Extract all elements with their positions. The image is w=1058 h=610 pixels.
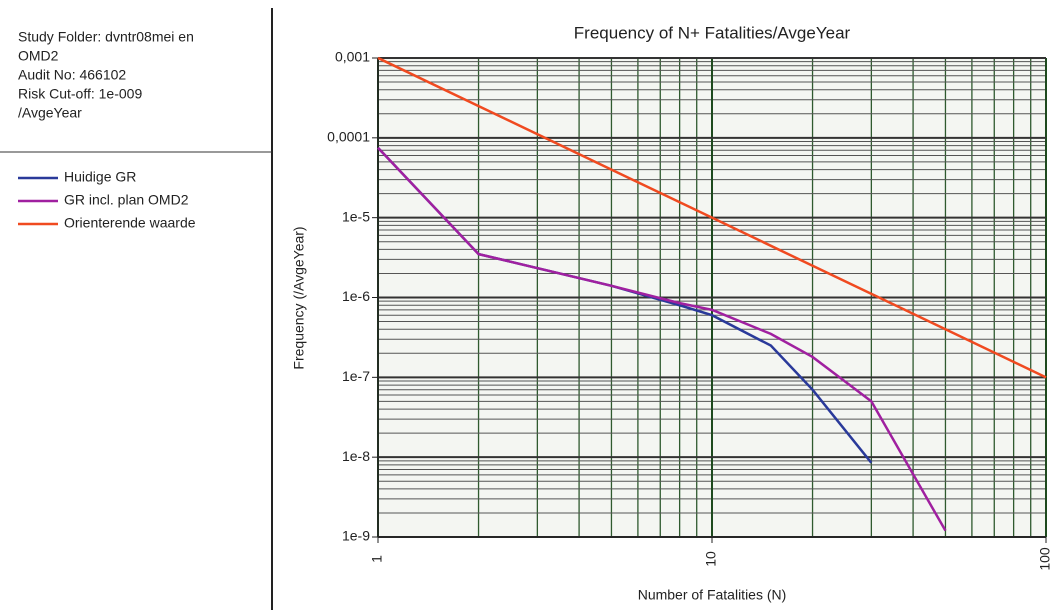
y-tick-label: 1e-5 [342,208,370,224]
x-tick-label: 10 [703,551,719,567]
info-line: /AvgeYear [18,105,82,121]
y-tick-label: 1e-6 [342,288,370,304]
legend-label: Huidige GR [64,169,136,185]
chart-title: Frequency of N+ Fatalities/AvgeYear [574,23,851,42]
y-tick-label: 1e-8 [342,448,370,464]
info-line: Risk Cut-off: 1e-009 [18,86,142,102]
series-line [377,56,1047,379]
y-tick-label: 1e-9 [342,528,370,544]
y-tick-label: 0,001 [335,49,370,65]
info-line: Audit No: 466102 [18,67,126,83]
legend-label: Orienterende waarde [64,215,196,231]
x-tick-label: 1 [369,555,385,563]
x-axis-label: Number of Fatalities (N) [638,587,787,603]
info-line: OMD2 [18,48,59,64]
y-tick-label: 0,0001 [327,129,370,145]
info-line: Study Folder: dvntr08mei en [18,29,194,45]
series-line [377,146,947,532]
legend-label: GR incl. plan OMD2 [64,192,189,208]
y-axis-label: Frequency (/AvgeYear) [291,226,307,369]
y-tick-label: 1e-7 [342,368,370,384]
x-tick-label: 100 [1037,547,1053,571]
